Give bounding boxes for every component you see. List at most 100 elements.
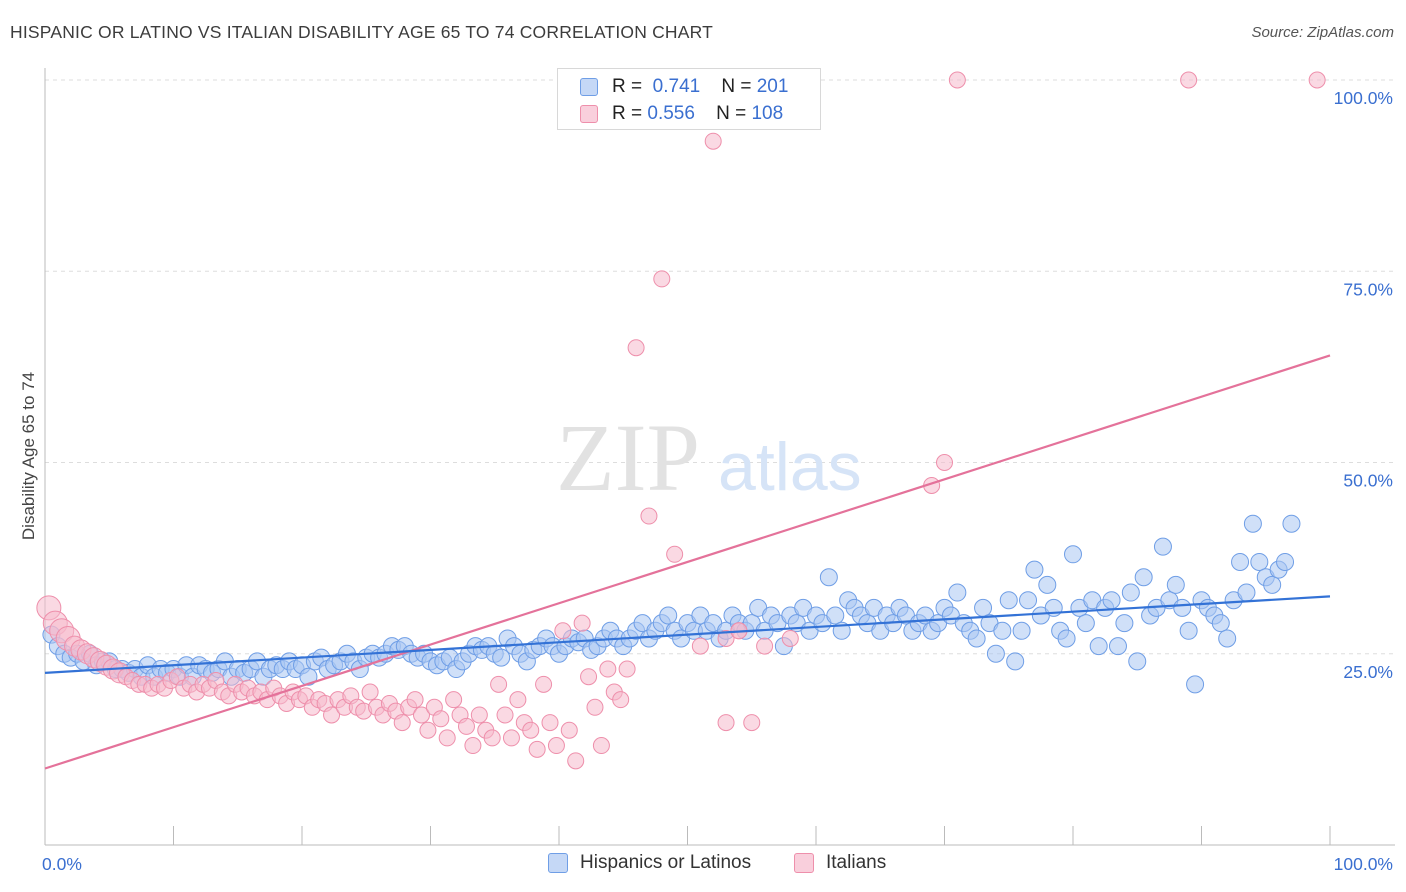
trend-line-italians xyxy=(44,354,1331,770)
data-point-hispanics xyxy=(1102,591,1121,610)
data-point-hispanics xyxy=(1218,629,1237,648)
data-point-hispanics xyxy=(1211,614,1230,633)
legend-swatch-blue xyxy=(548,853,568,873)
data-point-hispanics xyxy=(974,598,993,617)
data-point-hispanics xyxy=(1179,621,1198,640)
legend-swatch-pink xyxy=(580,105,598,123)
y-axis-label: Disability Age 65 to 74 xyxy=(19,372,38,540)
legend-r-label: R = xyxy=(612,103,643,124)
data-point-italians xyxy=(586,698,604,716)
data-point-hispanics xyxy=(1057,629,1076,648)
data-point-italians xyxy=(528,740,546,758)
data-point-hispanics xyxy=(1115,614,1134,633)
data-point-hispanics xyxy=(299,667,318,686)
data-point-italians xyxy=(361,683,379,701)
legend-n-value: 108 xyxy=(751,103,784,124)
legend-swatch-pink xyxy=(794,853,814,873)
data-point-hispanics xyxy=(492,648,511,667)
data-point-hispanics xyxy=(1153,537,1172,556)
data-point-italians xyxy=(522,721,540,739)
data-point-italians xyxy=(502,729,520,747)
data-point-hispanics xyxy=(1276,552,1295,571)
data-point-italians xyxy=(666,545,684,563)
legend-item-hispanics[interactable]: Hispanics or Latinos xyxy=(548,852,751,874)
data-point-italians xyxy=(541,714,559,732)
data-point-italians xyxy=(781,629,799,647)
x-tick-label: 100.0% xyxy=(1334,854,1393,874)
data-point-hispanics xyxy=(1237,583,1256,602)
y-tick-label: 50.0% xyxy=(1343,471,1393,491)
data-point-italians xyxy=(627,339,645,357)
data-point-hispanics xyxy=(826,606,845,625)
legend-n-label: N = xyxy=(721,76,752,97)
data-point-italians xyxy=(457,717,475,735)
data-point-hispanics xyxy=(1064,545,1082,564)
data-point-italians xyxy=(640,507,658,525)
legend-row-italians: R = 0.556 N = 108 xyxy=(580,102,783,126)
tick-labels: 25.0% 50.0% 75.0% 100.0% 0.0% 100.0% xyxy=(42,88,1393,874)
data-point-italians xyxy=(464,737,482,755)
data-point-italians xyxy=(432,710,450,728)
data-point-italians xyxy=(704,132,722,150)
y-tick-label: 100.0% xyxy=(1334,88,1393,108)
data-point-italians xyxy=(406,691,424,709)
data-point-italians xyxy=(567,752,585,770)
data-point-italians xyxy=(618,660,636,678)
data-point-italians xyxy=(496,706,514,724)
data-point-italians xyxy=(483,729,501,747)
data-point-italians xyxy=(936,454,953,471)
y-tick-label: 25.0% xyxy=(1343,662,1393,682)
chart-title: HISPANIC OR LATINO VS ITALIAN DISABILITY… xyxy=(10,22,714,42)
legend-item-italians[interactable]: Italians xyxy=(794,852,886,874)
data-point-italians xyxy=(413,706,431,724)
data-point-hispanics xyxy=(1166,575,1185,594)
data-point-hispanics xyxy=(1134,568,1153,587)
data-point-hispanics xyxy=(1186,675,1205,694)
data-point-hispanics xyxy=(1128,652,1147,671)
data-point-italians xyxy=(323,706,341,724)
source-label: Source: ZipAtlas.com xyxy=(1251,24,1394,41)
data-point-italians xyxy=(717,714,735,732)
data-point-hispanics xyxy=(1038,575,1057,594)
watermark-zip: ZIP xyxy=(556,404,700,511)
data-point-italians xyxy=(1180,71,1198,89)
data-point-hispanics xyxy=(999,591,1018,610)
trend-lines xyxy=(44,354,1331,770)
data-point-hispanics xyxy=(948,583,967,602)
data-point-hispanics xyxy=(1019,591,1038,610)
data-point-italians xyxy=(560,721,578,739)
data-point-italians xyxy=(509,691,527,709)
data-point-hispanics xyxy=(1282,514,1301,533)
gridlines xyxy=(45,79,1395,655)
data-point-hispanics xyxy=(1250,552,1269,571)
legend-label-italians: Italians xyxy=(826,852,887,873)
y-tick-label: 75.0% xyxy=(1343,279,1393,299)
data-point-italians xyxy=(438,729,456,747)
data-point-italians xyxy=(599,660,617,678)
legend-n-label: N = xyxy=(716,103,747,124)
data-point-hispanics xyxy=(986,644,1005,663)
data-point-hispanics xyxy=(659,606,678,625)
series-legend: Hispanics or Latinos Italians xyxy=(0,852,1406,878)
watermark: ZIP atlas xyxy=(556,404,862,511)
data-point-italians xyxy=(419,721,437,739)
legend-r-value: 0.741 xyxy=(652,76,701,97)
data-point-hispanics xyxy=(1108,637,1127,656)
data-point-hispanics xyxy=(1243,514,1262,533)
data-point-italians xyxy=(573,614,591,632)
legend-row-hispanics: R = 0.741 N = 201 xyxy=(580,75,788,99)
data-point-italians xyxy=(1308,71,1326,89)
data-point-italians xyxy=(445,691,463,709)
data-point-italians xyxy=(580,668,598,686)
data-point-italians xyxy=(535,675,553,693)
data-point-hispanics xyxy=(1263,575,1282,594)
data-point-hispanics xyxy=(1025,560,1044,579)
data-point-hispanics xyxy=(1231,552,1250,571)
data-point-italians xyxy=(653,270,671,288)
legend-n-value: 201 xyxy=(756,76,789,97)
stats-legend: R = 0.741 N = 201 R = 0.556 N = 108 xyxy=(557,68,821,130)
data-point-hispanics xyxy=(967,629,986,648)
data-point-hispanics xyxy=(1089,637,1108,656)
data-point-italians xyxy=(554,622,572,640)
